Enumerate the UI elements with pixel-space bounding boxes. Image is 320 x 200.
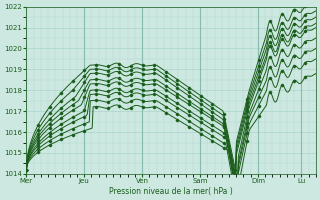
X-axis label: Pression niveau de la mer( hPa ): Pression niveau de la mer( hPa ) — [109, 187, 233, 196]
